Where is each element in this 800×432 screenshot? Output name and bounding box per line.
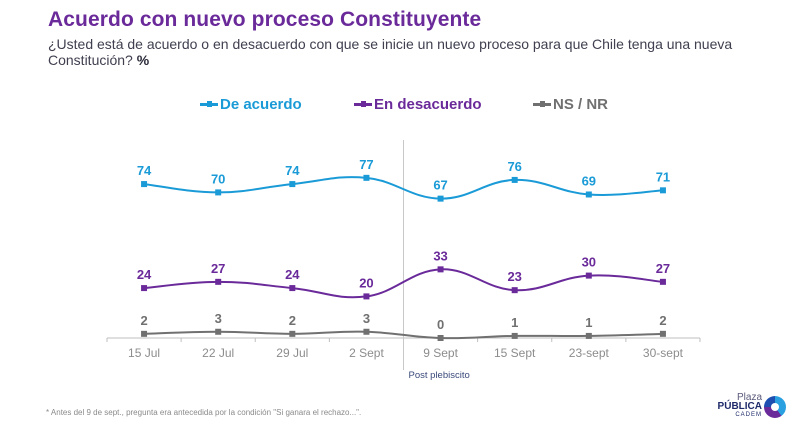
legend-item-ns-nr: NS / NR <box>533 96 608 113</box>
data-point-ns-nr <box>437 335 444 341</box>
data-label-en-desacuerdo: 24 <box>137 267 152 282</box>
x-tick-label: 29 Jul <box>276 346 308 360</box>
data-label-en-desacuerdo: 24 <box>285 267 300 282</box>
footnote: * Antes del 9 de sept., pregunta era ant… <box>46 408 361 417</box>
data-point-en-desacuerdo <box>289 285 296 292</box>
logo-mark-icon <box>764 396 786 418</box>
data-label-ns-nr: 2 <box>659 313 666 328</box>
data-label-de-acuerdo: 70 <box>211 171 225 186</box>
chart-title: Acuerdo con nuevo proceso Constituyente <box>48 8 482 31</box>
data-label-de-acuerdo: 76 <box>507 159 521 174</box>
chart-subtitle: ¿Usted está de acuerdo o en desacuerdo c… <box>48 36 748 68</box>
series-line-en-desacuerdo <box>143 268 664 299</box>
data-point-en-desacuerdo <box>585 272 592 279</box>
x-axis: 15 Jul 22 Jul 29 Jul 2 Sept 9 Sept 15 Sept 23-… <box>106 140 701 381</box>
data-point-de-acuerdo <box>437 195 444 202</box>
logo-line1: Plaza <box>736 392 762 403</box>
legend-item-en-desacuerdo: En desacuerdo <box>354 96 482 113</box>
x-tick-label: 2 Sept <box>349 346 384 360</box>
data-point-de-acuerdo <box>141 181 148 188</box>
subtitle-question: ¿Usted está de acuerdo o en desacuerdo c… <box>48 36 733 68</box>
logo-line2: PÚBLICA <box>717 401 762 412</box>
series-layer <box>141 174 666 341</box>
data-label-en-desacuerdo: 30 <box>582 255 596 270</box>
data-point-en-desacuerdo <box>215 278 222 285</box>
legend-label: De acuerdo <box>220 96 302 113</box>
data-label-ns-nr: 1 <box>511 315 518 330</box>
data-label-ns-nr: 1 <box>585 315 592 330</box>
series-line-ns-nr <box>144 330 663 340</box>
legend-label: NS / NR <box>553 96 609 113</box>
data-point-ns-nr <box>215 328 222 335</box>
data-point-en-desacuerdo <box>511 287 518 294</box>
data-label-en-desacuerdo: 33 <box>433 248 447 263</box>
x-tick-label: 15 Sept <box>494 346 536 360</box>
data-label-de-acuerdo: 71 <box>656 169 670 184</box>
data-point-de-acuerdo <box>289 181 296 188</box>
series-line-de-acuerdo <box>143 176 663 200</box>
subtitle-unit: % <box>136 52 150 68</box>
legend-item-de-acuerdo: De acuerdo <box>200 96 302 113</box>
legend-swatch-icon <box>533 101 551 107</box>
data-label-ns-nr: 3 <box>215 311 222 326</box>
data-point-en-desacuerdo <box>659 278 666 285</box>
data-point-de-acuerdo <box>585 191 592 198</box>
data-label-de-acuerdo: 69 <box>582 173 596 188</box>
data-label-de-acuerdo: 74 <box>285 163 300 178</box>
data-label-en-desacuerdo: 27 <box>211 261 225 276</box>
data-label-ns-nr: 3 <box>363 311 370 326</box>
x-tick-label: 30-sept <box>643 346 684 360</box>
footnote-text: Antes del 9 de sept., pregunta era antec… <box>50 408 362 417</box>
data-label-ns-nr: 2 <box>289 313 296 328</box>
data-label-ns-nr: 2 <box>140 313 147 328</box>
data-point-de-acuerdo <box>511 176 518 183</box>
legend-label: En desacuerdo <box>374 96 482 113</box>
data-label-de-acuerdo: 74 <box>137 163 152 178</box>
x-tick-label: 9 Sept <box>423 346 458 360</box>
legend: De acuerdo En desacuerdo NS / NR <box>0 96 800 116</box>
data-point-de-acuerdo <box>363 174 370 181</box>
plaza-publica-cadem-logo: Plaza PÚBLICA CADEM <box>715 392 790 422</box>
x-tick-label: 23-sept <box>569 346 610 360</box>
legend-swatch-icon <box>354 101 372 107</box>
data-label-ns-nr: 0 <box>437 317 444 332</box>
data-point-en-desacuerdo <box>437 266 444 273</box>
annotation-post-plebiscito: Post plebiscito <box>409 370 470 381</box>
data-label-en-desacuerdo: 20 <box>359 275 373 290</box>
data-label-de-acuerdo: 77 <box>359 157 373 172</box>
x-tick-label: 22 Jul <box>202 346 234 360</box>
legend-swatch-icon <box>200 101 218 107</box>
data-point-ns-nr <box>511 332 518 339</box>
data-point-ns-nr <box>659 330 666 337</box>
data-point-ns-nr <box>585 332 592 339</box>
data-point-en-desacuerdo <box>363 293 370 300</box>
data-point-de-acuerdo <box>659 187 666 194</box>
x-tick-label: 15 Jul <box>128 346 160 360</box>
data-label-en-desacuerdo: 27 <box>656 261 670 276</box>
logo-line3: CADEM <box>735 412 762 418</box>
data-point-de-acuerdo <box>215 189 222 196</box>
data-label-en-desacuerdo: 23 <box>507 269 521 284</box>
data-point-en-desacuerdo <box>141 285 148 292</box>
footnote-marker: * <box>46 408 50 417</box>
data-point-ns-nr <box>363 328 370 335</box>
data-label-de-acuerdo: 67 <box>433 178 447 193</box>
data-point-ns-nr <box>141 330 148 337</box>
data-point-ns-nr <box>289 330 296 337</box>
